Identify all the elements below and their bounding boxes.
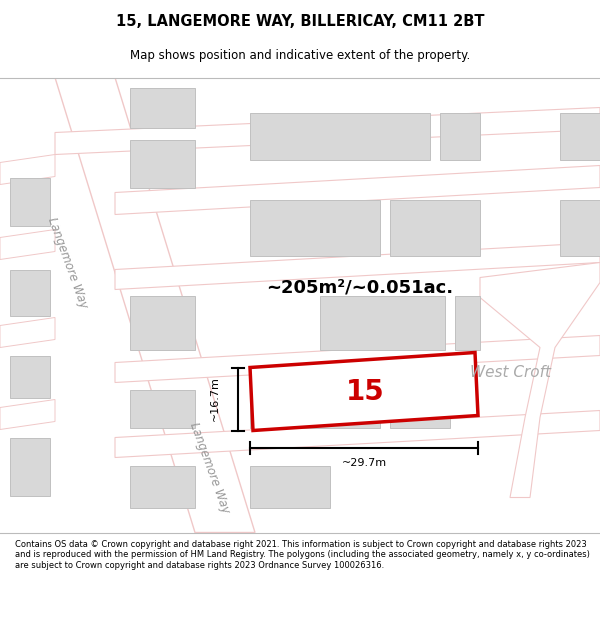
Polygon shape: [0, 399, 55, 429]
Polygon shape: [250, 112, 430, 159]
Polygon shape: [455, 296, 480, 349]
Polygon shape: [115, 411, 600, 458]
Text: Langemore Way: Langemore Way: [46, 215, 91, 310]
Polygon shape: [130, 466, 195, 508]
Polygon shape: [10, 356, 50, 398]
Polygon shape: [560, 112, 600, 159]
Polygon shape: [10, 269, 50, 316]
Polygon shape: [390, 389, 450, 428]
Text: 15, LANGEMORE WAY, BILLERICAY, CM11 2BT: 15, LANGEMORE WAY, BILLERICAY, CM11 2BT: [116, 14, 484, 29]
Polygon shape: [130, 88, 195, 128]
Text: ~205m²/~0.051ac.: ~205m²/~0.051ac.: [266, 279, 454, 296]
Polygon shape: [560, 199, 600, 256]
Polygon shape: [480, 262, 600, 498]
Polygon shape: [55, 107, 600, 154]
Text: West Croft: West Croft: [470, 365, 551, 380]
Polygon shape: [250, 352, 478, 431]
Polygon shape: [10, 177, 50, 226]
Text: Langemore Way: Langemore Way: [187, 420, 233, 515]
Text: Contains OS data © Crown copyright and database right 2021. This information is : Contains OS data © Crown copyright and d…: [15, 540, 590, 570]
Polygon shape: [10, 438, 50, 496]
Polygon shape: [130, 389, 195, 428]
Polygon shape: [390, 199, 480, 256]
Polygon shape: [115, 336, 600, 382]
Polygon shape: [115, 242, 600, 289]
Text: 15: 15: [346, 379, 385, 406]
Polygon shape: [0, 318, 55, 348]
Polygon shape: [0, 154, 55, 184]
Text: ~16.7m: ~16.7m: [210, 376, 220, 421]
Text: Map shows position and indicative extent of the property.: Map shows position and indicative extent…: [130, 49, 470, 62]
Polygon shape: [250, 389, 380, 428]
Polygon shape: [250, 199, 380, 256]
Polygon shape: [320, 296, 445, 349]
Polygon shape: [130, 139, 195, 188]
Polygon shape: [115, 166, 600, 214]
Polygon shape: [440, 112, 480, 159]
Text: ~29.7m: ~29.7m: [341, 458, 386, 468]
Polygon shape: [250, 466, 330, 508]
Polygon shape: [0, 229, 55, 259]
Polygon shape: [55, 78, 255, 532]
Polygon shape: [130, 296, 195, 349]
